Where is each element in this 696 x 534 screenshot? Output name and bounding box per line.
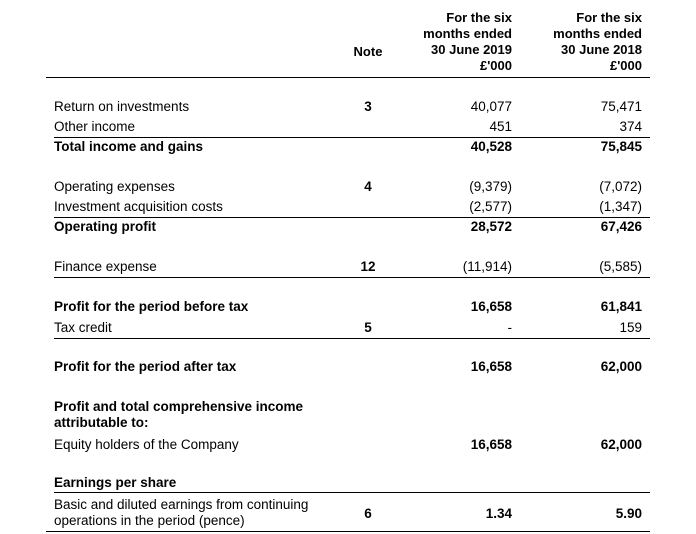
value-2018: 75,845	[600, 139, 642, 154]
header-line: months ended	[423, 26, 512, 41]
row-label-eps-title: Earnings per share	[54, 475, 177, 490]
row-label-tax-credit: Tax credit	[54, 320, 112, 335]
row-label-operating-expenses: Operating expenses	[54, 179, 175, 194]
header-line: For the six	[576, 10, 642, 25]
value-2019: 28,572	[470, 219, 512, 234]
value-2019: (9,379)	[469, 179, 512, 194]
row-divider	[54, 217, 650, 218]
table-bottom-rule	[46, 531, 650, 532]
row-label-equity-holders: Equity holders of the Company	[54, 437, 239, 452]
row-label-other-income: Other income	[54, 119, 136, 134]
row-divider	[54, 137, 650, 138]
column-header-2019: For the six months ended 30 June 2019 £'…	[423, 10, 512, 74]
row-divider	[54, 277, 650, 278]
value-2018: 75,471	[600, 99, 642, 114]
value-2019: 40,077	[470, 99, 512, 114]
header-line: £'000	[479, 58, 512, 73]
value-2018: 62,000	[600, 437, 642, 452]
value-2018: 61,841	[600, 299, 642, 314]
note-ref: 12	[360, 259, 376, 274]
row-label-operating-profit: Operating profit	[54, 219, 156, 234]
header-line: months ended	[553, 26, 642, 41]
value-2019: 16,658	[470, 299, 512, 314]
value-2019: 16,658	[470, 359, 512, 374]
column-header-2018: For the six months ended 30 June 2018 £'…	[553, 10, 642, 74]
note-ref: 4	[364, 179, 372, 194]
row-label-total-income: Total income and gains	[54, 139, 204, 154]
row-label-profit-before-tax: Profit for the period before tax	[54, 299, 249, 314]
value-2019: 451	[489, 119, 512, 134]
value-2019: 1.34	[485, 506, 512, 521]
value-2018: (5,585)	[599, 259, 642, 274]
note-column-header: Note	[353, 44, 383, 59]
value-2018: (7,072)	[599, 179, 642, 194]
row-label-profit-after-tax: Profit for the period after tax	[54, 359, 237, 374]
header-line: £'000	[609, 58, 642, 73]
row-divider	[54, 338, 650, 339]
value-2019: (2,577)	[469, 199, 512, 214]
value-2019: 16,658	[470, 437, 512, 452]
row-label-acquisition-costs: Investment acquisition costs	[54, 199, 223, 214]
header-divider	[46, 77, 650, 78]
value-2019: 40,528	[470, 139, 512, 154]
value-2018: 62,000	[600, 359, 642, 374]
value-2018: 374	[619, 119, 642, 134]
row-label-eps: Basic and diluted earnings from continui…	[54, 497, 309, 528]
header-line: 30 June 2019	[431, 42, 512, 57]
value-2019: -	[507, 320, 513, 335]
row-label-finance-expense: Finance expense	[54, 259, 157, 274]
note-ref: 3	[364, 99, 372, 114]
note-ref: 6	[364, 506, 372, 521]
value-2019: (11,914)	[462, 259, 512, 274]
row-divider	[54, 492, 650, 493]
value-2018: 5.90	[615, 506, 642, 521]
header-line: For the six	[446, 10, 512, 25]
row-label-return-on-investments: Return on investments	[54, 99, 190, 114]
row-label-attributable: Profit and total comprehensive income at…	[54, 399, 304, 430]
value-2018: 159	[619, 320, 642, 335]
value-2018: (1,347)	[599, 199, 642, 214]
header-line: 30 June 2018	[561, 42, 642, 57]
note-ref: 5	[364, 320, 372, 335]
value-2018: 67,426	[600, 219, 642, 234]
